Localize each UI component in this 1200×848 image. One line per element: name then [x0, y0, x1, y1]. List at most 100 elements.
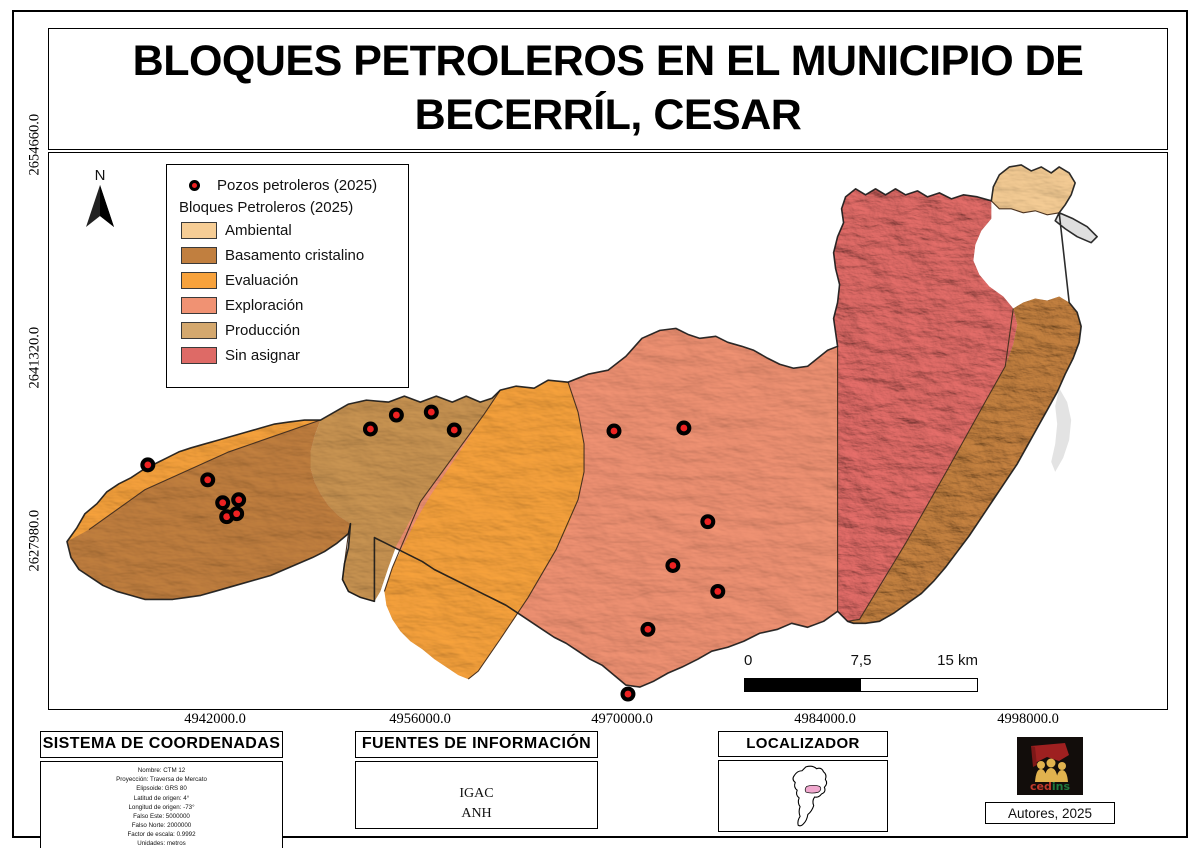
scale-bar-label-end: 15 km [937, 652, 978, 669]
svg-text:cedins: cedins [1030, 780, 1070, 793]
well-point[interactable] [710, 583, 726, 599]
map-title-box: BLOQUES PETROLEROS EN EL MUNICIPIO DE BE… [48, 28, 1168, 150]
legend-swatch-evaluacion [181, 272, 217, 289]
block-sin-asignar[interactable] [833, 188, 1018, 622]
source-anh: ANH [461, 806, 492, 822]
scale-bar-label-start: 0 [744, 652, 753, 669]
x-axis-label-0: 4942000.0 [184, 711, 246, 727]
well-point[interactable] [446, 422, 462, 438]
legend-swatch-produccion [181, 322, 217, 339]
legend-label-ambiental: Ambiental [225, 222, 292, 239]
coord-line-falso-norte: Falso Norte: 2000000 [131, 822, 192, 830]
coord-line-proyeccion: Proyección: Traversa de Mercato [116, 776, 207, 784]
municipality-boundary [66, 164, 1098, 688]
municipality-outline [66, 164, 1098, 688]
legend-row-ambiental: Ambiental [167, 218, 408, 243]
legend-swatch-sin-asignar [181, 347, 217, 364]
x-axis-label-4: 4998000.0 [997, 711, 1059, 727]
north-arrow: N [82, 168, 118, 230]
authors-credit: Autores, 2025 [985, 802, 1115, 824]
map-title-line-1: BLOQUES PETROLEROS EN EL MUNICIPIO DE [132, 37, 1084, 86]
x-axis-label-2: 4970000.0 [591, 711, 653, 727]
block-basamento-este[interactable] [847, 296, 1082, 624]
y-axis-label-0: 2654660.0 [26, 113, 43, 176]
well-point[interactable] [620, 686, 636, 702]
legend-label-wells: Pozos petroleros (2025) [217, 176, 378, 194]
legend-swatch-basamento [181, 247, 217, 264]
scale-bar: 0 7,5 15 km [744, 652, 978, 692]
legend-label-basamento: Basamento cristalino [225, 247, 365, 264]
map-title-line-2: BECERRÍL, CESAR [414, 91, 802, 139]
y-axis-label-1: 2641320.0 [26, 326, 43, 389]
well-point[interactable] [606, 423, 622, 439]
well-point[interactable] [700, 514, 716, 530]
legend-label-produccion: Producción [225, 322, 301, 339]
legend-row-exploracion: Exploración [167, 293, 408, 318]
information-sources-header: FUENTES DE INFORMACIÓN [355, 731, 598, 758]
coord-line-longitud: Longitud de origen: -73° [128, 803, 195, 811]
wells-layer [140, 404, 726, 702]
coordinate-system-panel: SISTEMA DE COORDENADAS Nombre: CTM 12 Pr… [40, 731, 283, 848]
legend-label-sin-asignar: Sin asignar [225, 347, 301, 364]
well-point[interactable] [140, 457, 156, 473]
coord-line-elipsoide: Elipsoide: GRS 80 [136, 785, 187, 793]
well-point[interactable] [229, 506, 245, 522]
cedins-logo: cedins [1017, 737, 1083, 795]
map-legend: Pozos petroleros (2025) Bloques Petroler… [166, 164, 409, 388]
well-point[interactable] [423, 404, 439, 420]
x-axis-label-3: 4984000.0 [794, 711, 856, 727]
legend-row-evaluacion: Evaluación [167, 268, 408, 293]
well-point-icon [179, 179, 209, 191]
well-point[interactable] [215, 495, 231, 511]
scale-bar-graphic [744, 678, 978, 692]
legend-group-title: Bloques Petroleros (2025) [179, 199, 354, 216]
coord-line-factor: Factor de escala: 0.9992 [127, 831, 196, 839]
x-axis-label-1: 4956000.0 [389, 711, 451, 727]
coord-line-unidades: Unidades: metros [137, 840, 186, 848]
well-point[interactable] [388, 407, 404, 423]
relief-sliver-east [1051, 388, 1072, 472]
well-point[interactable] [231, 492, 247, 508]
legend-swatch-ambiental [181, 222, 217, 239]
well-point[interactable] [200, 472, 216, 488]
well-point[interactable] [640, 621, 656, 637]
authors-credit-label: Autores, 2025 [1007, 805, 1093, 821]
block-produccion[interactable] [310, 390, 501, 602]
locator-header: LOCALIZADOR [718, 731, 888, 757]
information-sources-panel: FUENTES DE INFORMACIÓN IGAC ANH [355, 731, 598, 829]
well-point[interactable] [665, 558, 681, 573]
coord-line-falso-este: Falso Este: 5000000 [133, 812, 190, 820]
source-igac: IGAC [459, 786, 494, 801]
north-arrow-icon [86, 185, 114, 227]
information-sources-body: IGAC ANH [355, 761, 598, 829]
locator-panel: LOCALIZADOR [718, 731, 888, 832]
map-canvas[interactable] [48, 152, 1168, 710]
scale-bar-label-middle: 7,5 [850, 652, 872, 669]
scale-bar-segment-2 [861, 679, 977, 691]
legend-label-evaluacion: Evaluación [225, 272, 299, 289]
relief-sliver-north [1055, 212, 1098, 243]
locator-map-icon [792, 765, 828, 827]
block-ambiental[interactable] [991, 164, 1076, 215]
legend-row-wells: Pozos petroleros (2025) [167, 172, 408, 198]
coordinate-system-header: SISTEMA DE COORDENADAS [40, 731, 283, 758]
legend-label-exploracion: Exploración [225, 297, 304, 314]
legend-row-sin-asignar: Sin asignar [167, 343, 408, 368]
map-graphic[interactable] [49, 153, 1167, 709]
block-evaluacion-centro[interactable] [384, 380, 585, 680]
coord-line-nombre: Nombre: CTM 12 [137, 767, 186, 774]
block-basamento-oeste[interactable] [66, 420, 351, 600]
legend-row-produccion: Producción [167, 318, 408, 343]
legend-swatch-exploracion [181, 297, 217, 314]
coord-line-latitud: Latitud de origen: 4° [133, 794, 190, 802]
well-point[interactable] [676, 420, 692, 436]
well-point[interactable] [362, 421, 378, 437]
locator-body [718, 760, 888, 832]
north-arrow-label: N [94, 167, 106, 184]
cedins-logo-icon: cedins [1017, 737, 1083, 795]
scale-bar-labels: 0 7,5 15 km [744, 652, 978, 672]
outer-frame [12, 10, 1188, 838]
scale-bar-segment-1 [745, 679, 861, 691]
legend-row-basamento: Basamento cristalino [167, 243, 408, 268]
